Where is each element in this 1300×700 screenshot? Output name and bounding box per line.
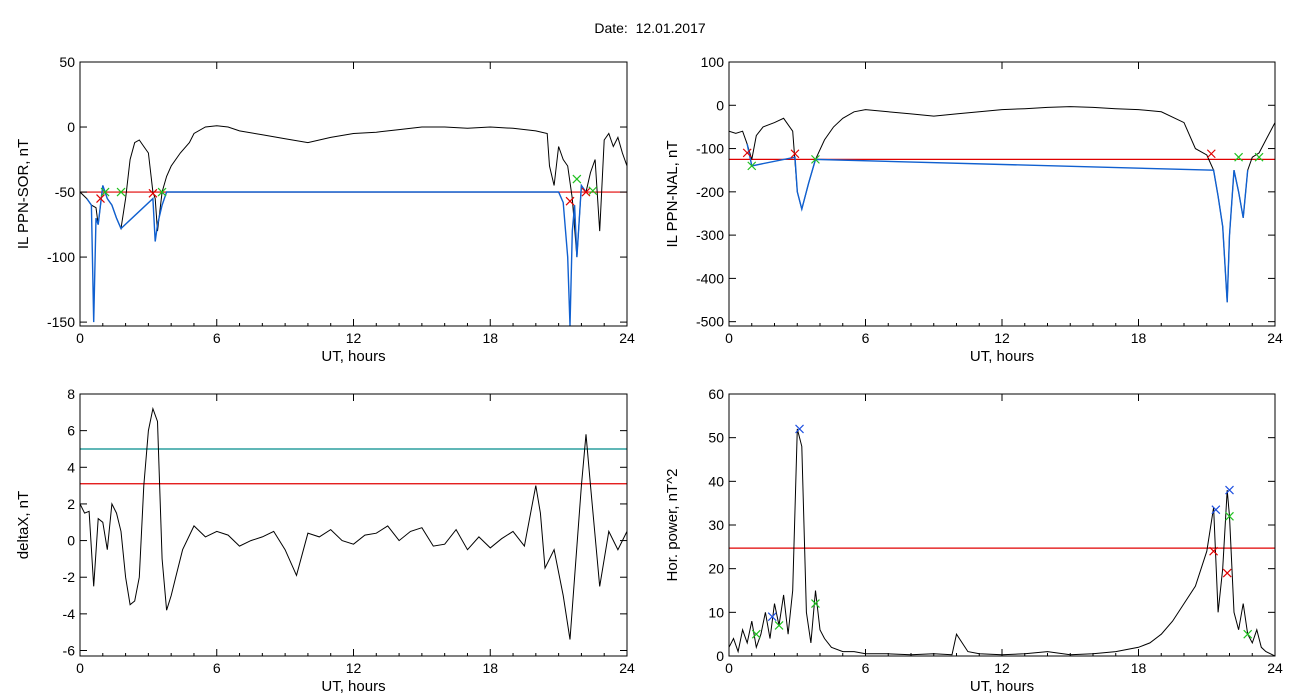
x-axis-label: UT, hours — [321, 678, 385, 695]
y-axis-label: IL PPN-SOR, nT — [15, 139, 32, 249]
marker-2 — [747, 161, 757, 171]
marker-4 — [811, 154, 820, 164]
x-tick-label: 6 — [862, 330, 870, 346]
y-tick-label: 20 — [708, 561, 724, 577]
y-axis-label: IL PPN-NAL, nT — [664, 141, 681, 248]
marker-7 — [1211, 505, 1221, 515]
marker-2 — [767, 612, 777, 622]
x-tick-label: 18 — [482, 330, 498, 346]
y-tick-label: 40 — [708, 473, 724, 489]
marker-4 — [148, 188, 158, 198]
y-tick-label: 0 — [67, 533, 75, 549]
y-tick-label: 0 — [716, 97, 724, 113]
y-tick-label: 50 — [59, 54, 75, 70]
y-tick-label: -6 — [63, 643, 76, 659]
x-tick-label: 6 — [213, 330, 221, 346]
x-axis-label: UT, hours — [970, 678, 1034, 695]
marker-5 — [157, 187, 167, 197]
y-tick-label: -150 — [47, 314, 75, 330]
y-tick-label: -300 — [696, 227, 724, 243]
x-tick-label: 24 — [619, 330, 635, 346]
x-tick-label: 6 — [213, 660, 221, 676]
y-tick-label: -100 — [47, 249, 75, 265]
x-tick-label: 18 — [482, 660, 498, 676]
marker-5 — [1206, 149, 1216, 159]
x-tick-label: 12 — [346, 660, 362, 676]
chart-panel-2: 0 6 12 18 24 100 0 -100 -200 -300 -400 -500 UT, hour… — [664, 54, 1283, 365]
marker-4 — [795, 424, 804, 434]
y-tick-label: -50 — [55, 184, 75, 200]
y-tick-label: -100 — [696, 141, 724, 157]
series-line-1 — [80, 406, 627, 640]
marker-9 — [1225, 485, 1234, 495]
x-axis-label: UT, hours — [321, 348, 385, 365]
y-tick-label: -4 — [63, 606, 76, 622]
y-tick-label: 60 — [708, 386, 724, 402]
x-tick-label: 12 — [346, 330, 362, 346]
y-tick-label: -500 — [696, 314, 724, 330]
plot-frame — [728, 61, 1276, 327]
marker-7 — [572, 174, 582, 184]
marker-3 — [774, 621, 784, 630]
y-tick-label: 50 — [708, 430, 724, 446]
marker-7 — [1254, 152, 1264, 162]
marker-6 — [565, 196, 575, 206]
y-tick-label: 10 — [708, 604, 724, 620]
marker-3 — [790, 149, 800, 159]
chart-panel-1: 0 6 12 18 24 50 0 -50 -100 -150 UT, hours IL PPN-SO… — [15, 54, 635, 365]
date-label: Date: — [594, 20, 628, 36]
y-axis-label: Hor. power, nT^2 — [664, 469, 681, 582]
plot-frame — [79, 393, 628, 657]
x-tick-label: 0 — [725, 330, 733, 346]
y-tick-label: 4 — [67, 459, 75, 475]
y-tick-label: 30 — [708, 517, 724, 533]
date-value: 12.01.2017 — [635, 20, 706, 36]
marker-6 — [1234, 152, 1244, 162]
y-tick-label: 2 — [67, 496, 75, 512]
marker-11 — [1243, 629, 1253, 639]
y-tick-label: 0 — [67, 119, 75, 135]
y-tick-label: -400 — [696, 270, 724, 286]
plot-frame — [728, 393, 1276, 657]
y-axis-label: deltaX, nT — [15, 491, 32, 559]
x-tick-label: 12 — [994, 660, 1010, 676]
x-tick-label: 18 — [1131, 660, 1147, 676]
x-tick-label: 0 — [76, 660, 84, 676]
y-tick-label: 0 — [716, 648, 724, 664]
marker-8 — [1222, 568, 1232, 578]
series-line-2 — [746, 144, 1249, 303]
x-axis-label: UT, hours — [970, 348, 1034, 365]
x-tick-label: 24 — [1267, 660, 1283, 676]
series-line-2 — [86, 183, 587, 326]
marker-10 — [1225, 511, 1234, 521]
series-line-1 — [729, 428, 1275, 656]
y-tick-label: 8 — [67, 386, 75, 402]
marker-3 — [116, 187, 126, 197]
y-tick-label: 6 — [67, 423, 75, 439]
y-tick-label: -2 — [63, 569, 76, 585]
x-tick-label: 24 — [619, 660, 635, 676]
x-tick-label: 24 — [1267, 330, 1283, 346]
page-title: Date: 12.01.2017 — [0, 20, 1300, 36]
x-tick-label: 0 — [76, 330, 84, 346]
y-tick-label: -200 — [696, 184, 724, 200]
x-tick-label: 18 — [1131, 330, 1147, 346]
series-line-1 — [729, 106, 1275, 303]
x-tick-label: 12 — [994, 330, 1010, 346]
marker-9 — [588, 186, 598, 196]
marker-1 — [96, 194, 105, 203]
marker-5 — [811, 599, 820, 609]
chart-panel-4: 0 6 12 18 24 60 50 40 30 20 10 0 UT, hours Hor. power… — [664, 386, 1283, 695]
marker-2 — [100, 187, 110, 197]
chart-panel-3: 0 6 12 18 24 8 6 4 2 0 -2 -4 -6 UT, hours deltaX, nT — [15, 386, 635, 695]
marker-1 — [751, 629, 761, 639]
y-tick-label: 100 — [701, 54, 725, 70]
x-tick-label: 0 — [725, 660, 733, 676]
marker-6 — [1209, 546, 1218, 556]
marker-8 — [581, 187, 591, 197]
x-tick-label: 6 — [862, 660, 870, 676]
marker-1 — [742, 148, 752, 158]
